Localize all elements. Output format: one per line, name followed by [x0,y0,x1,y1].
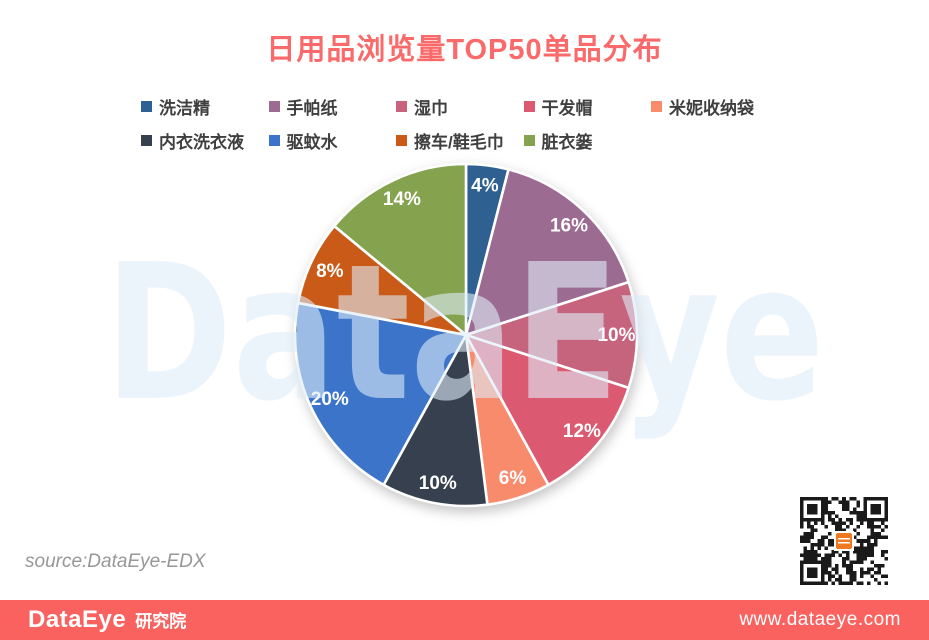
footer-logo: DataEye 研究院 [28,606,186,634]
pie-slice-label: 20% [311,389,349,410]
legend-item-2: 手帕纸 [268,94,397,119]
footer-brand-suffix: 研究院 [135,612,187,631]
footer-brand-name: DataEye [28,606,127,633]
legend-label: 洗洁精 [159,98,210,118]
pie-chart: 4% 16% 10% 12% 6% 10% 20% 8% 14% [293,162,639,508]
legend-item-9: 脏衣篓 [523,128,652,153]
qr-code-icon [800,497,888,585]
pie-slice-label: 6% [499,468,527,489]
legend-label: 脏衣篓 [541,132,593,152]
pie-slice-label: 4% [471,176,499,197]
legend-label: 擦车/鞋毛巾 [414,132,504,152]
pie-slice-label: 10% [419,473,457,494]
pie-slice-3 [464,280,639,390]
legend-item-4: 干发帽 [523,94,652,119]
legend-swatch-icon [268,100,280,112]
chart-legend: 洗洁精 手帕纸 湿巾 干发帽 米妮收纳袋 内衣洗衣液 驱蚊水 擦车/鞋毛巾 脏衣篓 [141,93,779,161]
legend-swatch-icon [141,134,152,146]
legend-label: 手帕纸 [286,98,338,118]
legend-swatch-icon [523,134,535,146]
pie-slice-label: 10% [597,325,635,346]
legend-swatch-icon [523,100,535,112]
legend-item-3: 湿巾 [396,94,524,119]
legend-label: 驱蚊水 [286,132,338,152]
legend-item-7: 驱蚊水 [268,128,397,153]
legend-label: 干发帽 [541,98,593,118]
legend-label: 米妮收纳袋 [669,98,754,118]
source-note: source:DataEye-EDX [25,551,206,572]
legend-item-8: 擦车/鞋毛巾 [396,128,524,153]
pie-slice-label: 12% [563,421,601,442]
qr-center-logo-icon [836,533,852,549]
pie-slice-4 [464,333,630,487]
legend-row-1: 洗洁精 手帕纸 湿巾 干发帽 米妮收纳袋 [141,93,779,119]
legend-label: 湿巾 [414,98,448,118]
pie-slice-label: 8% [316,261,344,282]
legend-row-2: 内衣洗衣液 驱蚊水 擦车/鞋毛巾 脏衣篓 [141,127,779,153]
legend-swatch-icon [141,100,152,112]
pie-slice-7 [293,301,468,487]
chart-title: 日用品浏览量TOP50单品分布 [266,34,663,66]
legend-item-5: 米妮收纳袋 [651,94,779,119]
legend-swatch-icon [268,134,280,146]
footer-website: www.dataeye.com [739,609,901,630]
pie-slice-label: 16% [550,215,588,236]
pie-slice-6 [382,333,489,508]
legend-item-1: 洗洁精 [141,94,269,119]
legend-swatch-icon [651,100,662,112]
pie-slice-label: 14% [383,189,421,210]
pie-slice-2 [464,168,630,337]
footer-bar: DataEye 研究院 www.dataeye.com [0,600,929,640]
legend-item-6: 内衣洗衣液 [141,128,269,153]
legend-swatch-icon [396,134,407,146]
legend-swatch-icon [396,100,407,112]
pie-slice-9 [332,162,468,337]
legend-label: 内衣洗衣液 [159,132,244,152]
